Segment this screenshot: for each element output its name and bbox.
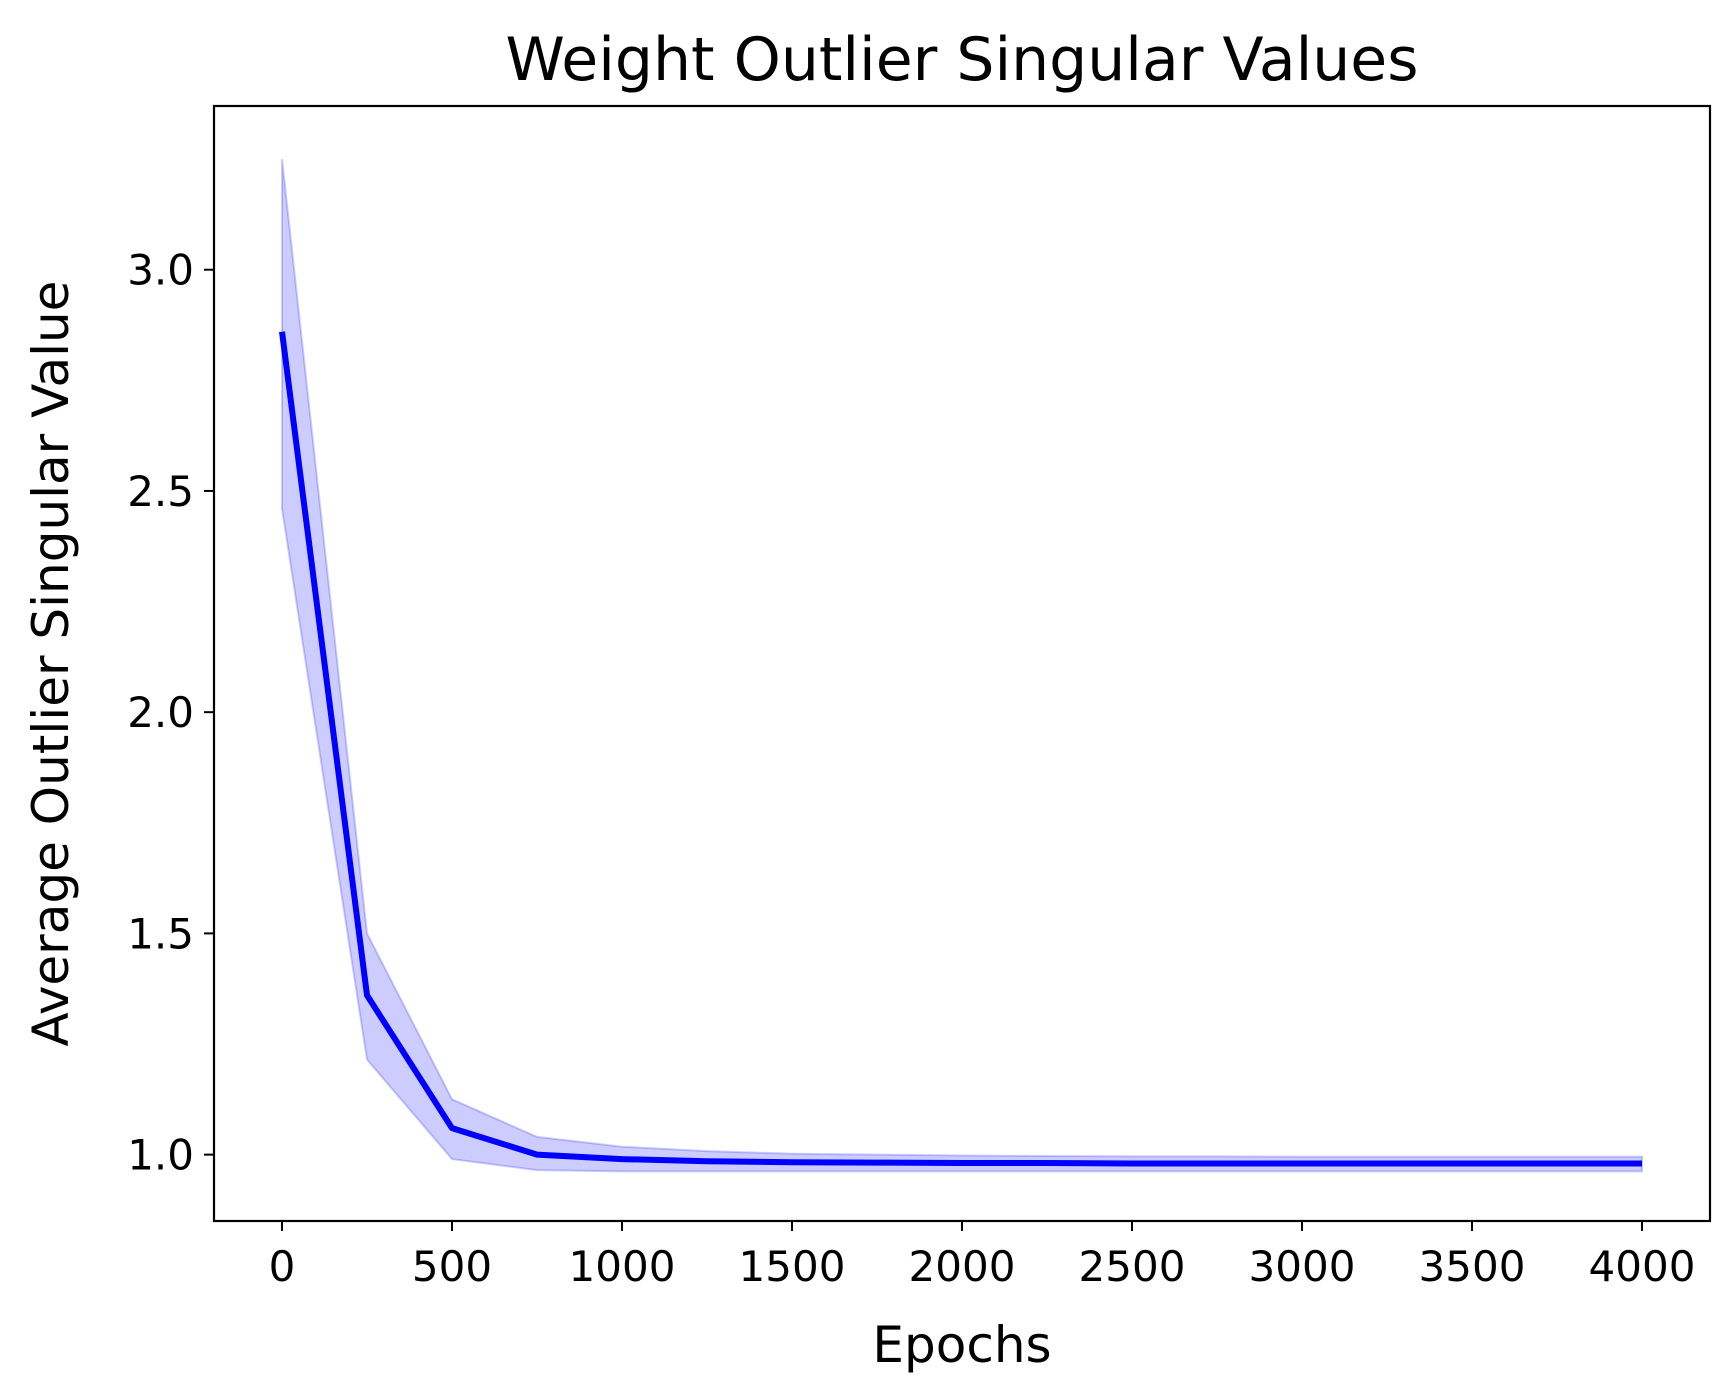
y-tick-label: 1.5 — [127, 909, 194, 958]
x-tick-label: 4000 — [1589, 1242, 1696, 1291]
x-tick-label: 1000 — [569, 1242, 676, 1291]
x-tick-label: 1500 — [739, 1242, 846, 1291]
x-axis: 0 500 1000 1500 2000 2500 3000 3500 4000 — [269, 1221, 1696, 1291]
data-point — [534, 1152, 540, 1158]
chart-title: Weight Outlier Singular Values — [506, 25, 1419, 95]
x-tick-label: 3000 — [1249, 1242, 1356, 1291]
series-line — [279, 331, 1642, 1167]
data-point — [364, 992, 370, 998]
y-axis: 1.0 1.5 2.0 2.5 3.0 — [127, 246, 214, 1180]
data-point — [279, 329, 285, 335]
x-tick-label: 2500 — [1079, 1242, 1186, 1291]
data-point — [1129, 1161, 1135, 1167]
data-point — [1299, 1161, 1305, 1167]
data-point — [1554, 1161, 1560, 1167]
plot-area — [279, 158, 1645, 1173]
data-point — [704, 1158, 710, 1164]
plot-frame — [212, 104, 1712, 1223]
data-point — [1639, 1161, 1645, 1167]
x-tick-label: 3500 — [1419, 1242, 1526, 1291]
y-tick-label: 2.5 — [127, 467, 194, 516]
data-point — [874, 1160, 880, 1166]
data-point — [1044, 1160, 1050, 1166]
data-point — [619, 1156, 625, 1162]
data-point — [1214, 1161, 1220, 1167]
data-point — [1384, 1161, 1390, 1167]
x-tick-label: 2000 — [909, 1242, 1016, 1291]
x-tick-label: 0 — [269, 1242, 296, 1291]
y-tick-label: 1.0 — [127, 1131, 194, 1180]
y-tick-label: 3.0 — [127, 246, 194, 295]
x-tick-label: 500 — [412, 1242, 492, 1291]
data-point — [449, 1125, 455, 1131]
x-axis-label: Epochs — [872, 1316, 1051, 1374]
data-point — [789, 1159, 795, 1165]
y-axis-label: Average Outlier Singular Value — [22, 281, 80, 1047]
y-tick-label: 2.0 — [127, 688, 194, 737]
data-point — [959, 1160, 965, 1166]
data-point — [1469, 1161, 1475, 1167]
